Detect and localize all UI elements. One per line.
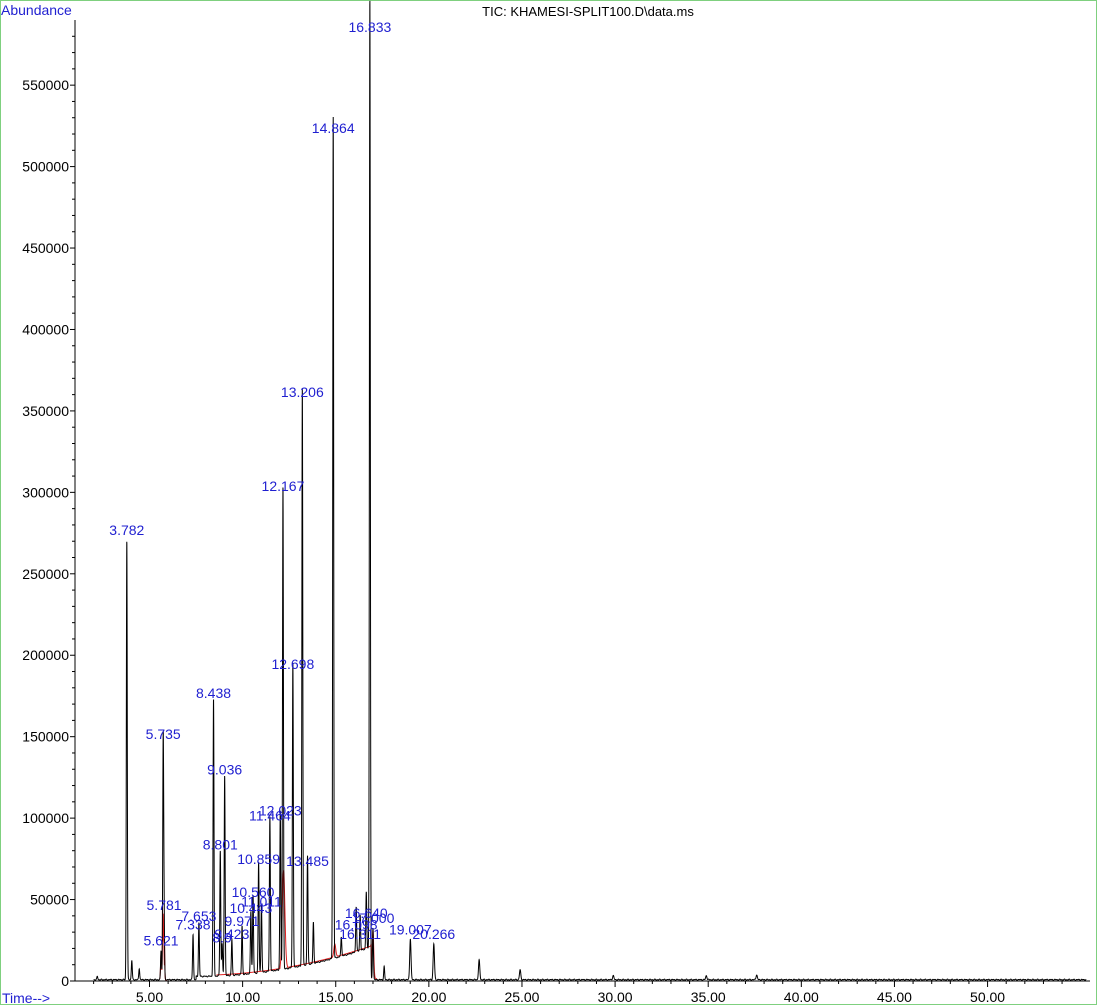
- peak-label: 11.011: [241, 894, 282, 910]
- y-tick-label: 50000: [30, 892, 69, 908]
- x-tick-label: 40.00: [784, 989, 819, 1005]
- tic-line: [93, 0, 1087, 981]
- peak-label: 9.971: [225, 913, 260, 929]
- tick-labels: 0 50000 100000 150000 200000 250000 300000 3500…: [22, 77, 1005, 1005]
- peak-label: 11.464: [249, 807, 291, 823]
- peak-label: 8.438: [196, 685, 231, 701]
- y-tick-label: 250000: [22, 566, 69, 582]
- peak-label: 13.485: [286, 853, 329, 869]
- peak-label: 5.781: [147, 897, 182, 913]
- y-tick-label: 150000: [22, 729, 69, 745]
- x-tick-label: 45.00: [877, 989, 912, 1005]
- y-tick-label: 100000: [22, 810, 69, 826]
- peak-label: 10.443: [229, 900, 272, 916]
- tic-trace: [93, 0, 1087, 981]
- peak-label: 12.023: [259, 802, 302, 818]
- x-tick-label: 15.00: [318, 989, 353, 1005]
- y-tick-label: 500000: [22, 159, 69, 175]
- y-tick-label: 450000: [22, 240, 69, 256]
- peak-label: 5.621: [144, 933, 179, 949]
- peak-label: 9.423: [214, 926, 249, 942]
- x-axis-label: Time-->: [2, 990, 50, 1006]
- x-tick-label: 25.00: [504, 989, 539, 1005]
- x-tick-label: 50.00: [970, 989, 1005, 1005]
- x-tick-label: 30.00: [598, 989, 633, 1005]
- peak-label: 19.007: [389, 921, 432, 937]
- y-tick-label: 400000: [22, 321, 69, 337]
- peak-label: 10.859: [237, 851, 280, 867]
- axes: [70, 20, 1090, 987]
- x-tick-label: 20.00: [411, 989, 446, 1005]
- y-axis-label: Abundance: [1, 2, 72, 18]
- peak-label: 16.311: [339, 926, 381, 942]
- peak-label: 5.735: [146, 726, 181, 742]
- y-tick-label: 0: [61, 973, 69, 989]
- peak-label: 20.266: [412, 926, 455, 942]
- peak-label: 7.653: [181, 908, 216, 924]
- peak-label: 8.801: [203, 837, 238, 853]
- y-tick-label: 300000: [22, 484, 69, 500]
- y-tick-label: 550000: [22, 77, 69, 93]
- peak-label: 8.9: [212, 929, 232, 945]
- peak-label: 12.167: [262, 478, 305, 494]
- x-tick-label: 10.00: [225, 989, 260, 1005]
- peak-label: 16.833: [348, 19, 391, 35]
- peak-label: 16.098: [335, 916, 378, 932]
- y-tick-label: 350000: [22, 403, 69, 419]
- peak-label: 12.698: [271, 656, 314, 672]
- peak-label: 13.206: [281, 384, 324, 400]
- peak-label: 10.560: [232, 884, 275, 900]
- chart-title: TIC: KHAMESI-SPLIT100.D\data.ms: [482, 4, 694, 19]
- peak-label: 14.864: [312, 120, 355, 136]
- peak-label: 3.782: [109, 522, 144, 538]
- y-tick-label: 200000: [22, 647, 69, 663]
- peak-label: 17.000: [352, 910, 395, 926]
- x-tick-label: 35.00: [691, 989, 726, 1005]
- peak-label: 9.036: [207, 762, 242, 778]
- peak-label: 16.640: [345, 905, 388, 921]
- x-tick-label: 5.00: [136, 989, 163, 1005]
- peak-label: 7.338: [176, 916, 211, 932]
